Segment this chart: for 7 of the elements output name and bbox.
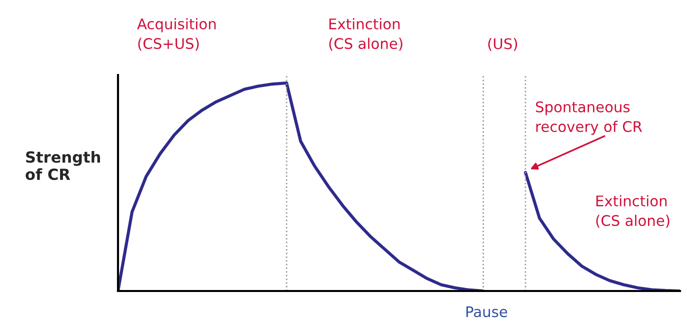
- text: (US): [488, 38, 518, 51]
- annotation: Extinction (CS alone): [596, 195, 670, 228]
- annotation: Spontaneous recovery of CR: [536, 101, 642, 135]
- text: Extinction (CS alone): [329, 18, 402, 51]
- y-axis-title: Strength of CR: [26, 150, 100, 180]
- text: Acquisition (CS+US): [137, 18, 216, 51]
- text: Pause: [466, 306, 508, 318]
